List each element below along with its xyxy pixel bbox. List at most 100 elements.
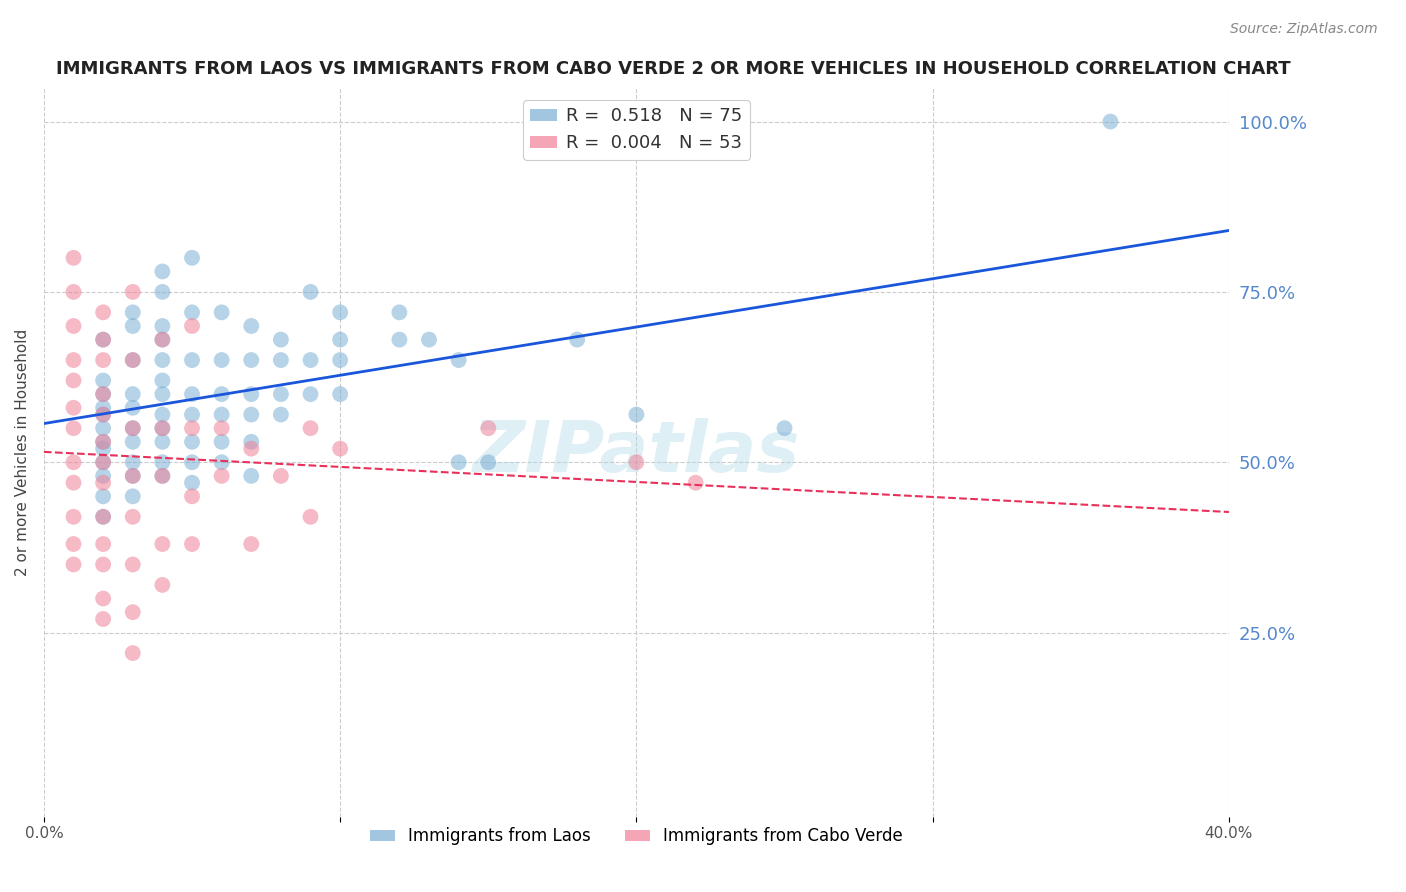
- Point: [91, 333, 114, 347]
- Point: [121, 353, 143, 368]
- Point: [91, 612, 114, 626]
- Point: [773, 421, 796, 435]
- Point: [299, 353, 322, 368]
- Point: [329, 442, 352, 456]
- Point: [211, 353, 233, 368]
- Point: [181, 455, 204, 469]
- Point: [91, 421, 114, 435]
- Point: [62, 285, 84, 299]
- Point: [91, 408, 114, 422]
- Point: [150, 421, 173, 435]
- Point: [240, 434, 263, 449]
- Point: [211, 408, 233, 422]
- Text: ZIPatlas: ZIPatlas: [472, 417, 800, 486]
- Point: [270, 408, 292, 422]
- Text: Source: ZipAtlas.com: Source: ZipAtlas.com: [1230, 22, 1378, 37]
- Point: [121, 489, 143, 503]
- Point: [91, 408, 114, 422]
- Point: [329, 353, 352, 368]
- Point: [91, 537, 114, 551]
- Point: [211, 469, 233, 483]
- Point: [150, 285, 173, 299]
- Point: [181, 434, 204, 449]
- Point: [270, 333, 292, 347]
- Text: IMMIGRANTS FROM LAOS VS IMMIGRANTS FROM CABO VERDE 2 OR MORE VEHICLES IN HOUSEHO: IMMIGRANTS FROM LAOS VS IMMIGRANTS FROM …: [56, 60, 1291, 78]
- Point: [91, 434, 114, 449]
- Point: [299, 421, 322, 435]
- Point: [62, 475, 84, 490]
- Point: [181, 305, 204, 319]
- Point: [150, 333, 173, 347]
- Point: [211, 421, 233, 435]
- Point: [150, 333, 173, 347]
- Point: [181, 408, 204, 422]
- Point: [121, 421, 143, 435]
- Point: [91, 558, 114, 572]
- Point: [211, 305, 233, 319]
- Point: [447, 455, 470, 469]
- Point: [181, 537, 204, 551]
- Point: [299, 509, 322, 524]
- Point: [91, 469, 114, 483]
- Point: [91, 305, 114, 319]
- Point: [62, 509, 84, 524]
- Point: [62, 558, 84, 572]
- Point: [121, 646, 143, 660]
- Point: [181, 475, 204, 490]
- Point: [685, 475, 707, 490]
- Point: [121, 605, 143, 619]
- Point: [388, 333, 411, 347]
- Point: [418, 333, 440, 347]
- Point: [121, 353, 143, 368]
- Point: [121, 305, 143, 319]
- Point: [62, 353, 84, 368]
- Point: [299, 285, 322, 299]
- Point: [91, 475, 114, 490]
- Point: [91, 374, 114, 388]
- Point: [150, 578, 173, 592]
- Point: [91, 591, 114, 606]
- Legend: R =  0.518   N = 75, R =  0.004   N = 53: R = 0.518 N = 75, R = 0.004 N = 53: [523, 100, 749, 160]
- Point: [121, 434, 143, 449]
- Point: [62, 401, 84, 415]
- Point: [121, 387, 143, 401]
- Point: [240, 442, 263, 456]
- Point: [150, 318, 173, 333]
- Point: [121, 318, 143, 333]
- Point: [150, 408, 173, 422]
- Point: [329, 333, 352, 347]
- Point: [62, 251, 84, 265]
- Point: [240, 387, 263, 401]
- Point: [240, 537, 263, 551]
- Point: [150, 469, 173, 483]
- Point: [211, 434, 233, 449]
- Point: [626, 455, 648, 469]
- Point: [181, 251, 204, 265]
- Point: [181, 353, 204, 368]
- Point: [477, 455, 499, 469]
- Point: [91, 401, 114, 415]
- Point: [62, 318, 84, 333]
- Point: [150, 537, 173, 551]
- Point: [329, 305, 352, 319]
- Point: [121, 558, 143, 572]
- Point: [121, 509, 143, 524]
- Point: [181, 387, 204, 401]
- Point: [181, 489, 204, 503]
- Point: [62, 455, 84, 469]
- Point: [626, 408, 648, 422]
- Point: [270, 469, 292, 483]
- Point: [477, 421, 499, 435]
- Point: [91, 489, 114, 503]
- Point: [150, 374, 173, 388]
- Point: [388, 305, 411, 319]
- Point: [270, 387, 292, 401]
- Point: [240, 408, 263, 422]
- Point: [240, 353, 263, 368]
- Point: [299, 387, 322, 401]
- Point: [91, 434, 114, 449]
- Point: [91, 387, 114, 401]
- Point: [240, 469, 263, 483]
- Point: [121, 469, 143, 483]
- Point: [181, 318, 204, 333]
